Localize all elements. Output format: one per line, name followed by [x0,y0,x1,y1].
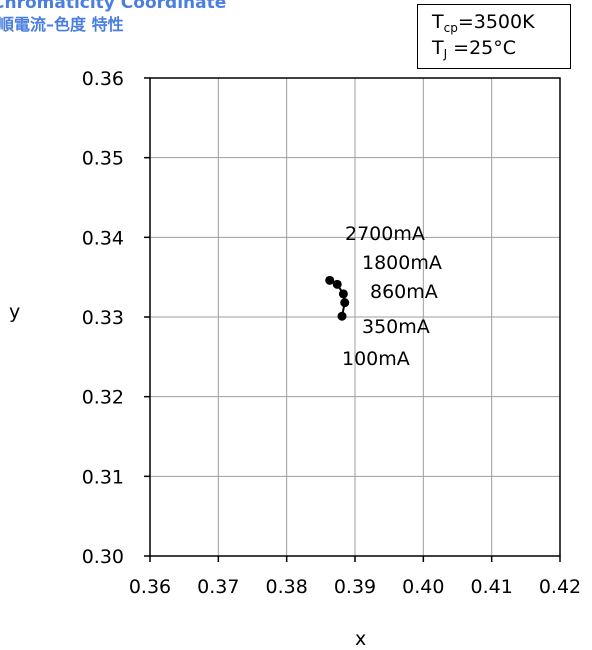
y-tick-label: 0.32 [82,387,124,409]
x-axis-label: x [355,628,367,650]
data-label: 2700mA [345,223,425,245]
y-tick-label: 0.36 [82,68,124,90]
x-tick-label: 0.41 [471,576,513,598]
x-tick-label: 0.39 [334,576,376,598]
data-point [338,289,348,299]
x-tick-label: 0.37 [197,576,239,598]
data-point [325,275,335,285]
chart-title: Chromaticity Coordinate [0,0,227,13]
data-point [337,311,347,321]
chart-subtitle: 順電流–色度 特性 [0,15,124,34]
data-label: 860mA [370,281,438,303]
x-tick-label: 0.40 [402,576,444,598]
y-tick-label: 0.31 [82,466,124,488]
y-tick-label: 0.34 [82,227,124,249]
tj-value: =25°C [453,37,517,59]
data-label: 100mA [342,348,410,370]
y-tick-label: 0.33 [82,307,124,329]
tcp-subscript: cp [443,21,458,35]
x-tick-label: 0.42 [539,576,581,598]
tj-subscript: J [443,47,448,61]
x-tick-label: 0.36 [129,576,171,598]
y-tick-label: 0.30 [82,546,124,568]
y-tick-label: 0.35 [82,148,124,170]
x-tick-label: 0.38 [266,576,308,598]
data-label: 1800mA [362,252,442,274]
tcp-condition: Tcp=3500K [432,11,535,35]
data-label: 350mA [362,316,430,338]
tj-symbol: T [432,37,444,59]
data-point [340,298,350,308]
plot-frame [149,77,561,557]
tj-condition: TJ =25°C [432,37,516,61]
y-axis-label: y [9,301,21,323]
tcp-value: =3500K [457,11,535,33]
data-point [332,279,342,289]
test-conditions-box: Tcp=3500K TJ =25°C [417,4,571,69]
tcp-symbol: T [432,11,444,33]
